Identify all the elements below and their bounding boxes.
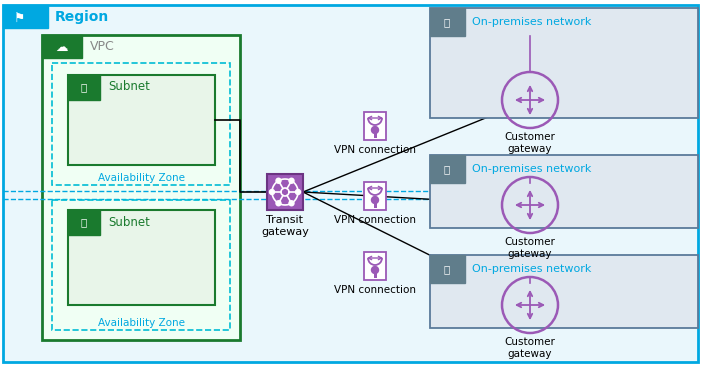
- Text: 🔒: 🔒: [81, 82, 87, 92]
- Bar: [68, 210, 215, 305]
- Text: ⚑: ⚑: [14, 11, 25, 24]
- Text: VPN connection: VPN connection: [334, 215, 416, 225]
- Text: Region: Region: [55, 10, 109, 24]
- Text: ☁: ☁: [56, 41, 68, 54]
- Text: On-premises network: On-premises network: [472, 264, 592, 274]
- Bar: [430, 155, 465, 183]
- Bar: [364, 112, 386, 140]
- Bar: [68, 75, 100, 100]
- Text: On-premises network: On-premises network: [472, 164, 592, 174]
- Circle shape: [372, 266, 379, 273]
- Bar: [364, 252, 386, 280]
- Text: VPN connection: VPN connection: [334, 285, 416, 295]
- Text: Customer
gateway: Customer gateway: [505, 237, 555, 259]
- Text: Availability Zone: Availability Zone: [97, 318, 184, 328]
- Bar: [52, 200, 230, 330]
- Bar: [68, 75, 215, 165]
- Bar: [374, 270, 376, 278]
- Bar: [430, 8, 698, 118]
- Text: 🏢: 🏢: [444, 264, 450, 274]
- Circle shape: [276, 178, 281, 183]
- Text: 🏢: 🏢: [444, 17, 450, 27]
- Bar: [52, 63, 230, 185]
- Circle shape: [276, 201, 281, 206]
- Text: 🏢: 🏢: [444, 164, 450, 174]
- Bar: [430, 8, 465, 36]
- Bar: [364, 182, 386, 210]
- Text: VPN connection: VPN connection: [334, 145, 416, 155]
- Circle shape: [372, 197, 379, 203]
- Bar: [430, 155, 698, 228]
- Bar: [68, 210, 100, 235]
- Text: Customer
gateway: Customer gateway: [505, 132, 555, 154]
- Text: Subnet: Subnet: [108, 215, 150, 228]
- Circle shape: [269, 190, 275, 194]
- Bar: [42, 35, 240, 340]
- Bar: [430, 255, 465, 283]
- Bar: [267, 174, 303, 210]
- Bar: [430, 255, 698, 328]
- Text: Transit
gateway: Transit gateway: [261, 215, 309, 237]
- Text: VPC: VPC: [90, 41, 115, 54]
- Text: Subnet: Subnet: [108, 80, 150, 93]
- Bar: [374, 130, 376, 138]
- Circle shape: [289, 178, 294, 183]
- Bar: [42, 35, 82, 58]
- Circle shape: [296, 190, 301, 194]
- Text: On-premises network: On-premises network: [472, 17, 592, 27]
- Text: 🔒: 🔒: [81, 217, 87, 227]
- Text: Customer
gateway: Customer gateway: [505, 337, 555, 359]
- Bar: [374, 200, 376, 208]
- Circle shape: [289, 201, 294, 206]
- Bar: [3, 5, 48, 28]
- Text: Availability Zone: Availability Zone: [97, 173, 184, 183]
- Circle shape: [372, 127, 379, 134]
